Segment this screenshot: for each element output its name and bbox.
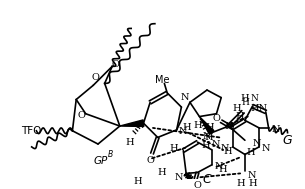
Text: O: O bbox=[146, 156, 154, 165]
Text: H: H bbox=[193, 121, 202, 130]
Text: H: H bbox=[219, 165, 228, 174]
Text: O: O bbox=[194, 181, 201, 189]
Text: H: H bbox=[248, 179, 257, 188]
Text: O: O bbox=[91, 73, 99, 82]
Text: H: H bbox=[232, 105, 241, 113]
Text: H: H bbox=[237, 179, 246, 188]
Text: N: N bbox=[248, 171, 256, 180]
Text: H: H bbox=[183, 123, 192, 132]
Text: H: H bbox=[206, 123, 214, 132]
Polygon shape bbox=[120, 120, 144, 126]
Text: H: H bbox=[241, 98, 249, 107]
Text: H: H bbox=[224, 122, 233, 131]
Text: O: O bbox=[111, 60, 119, 69]
Text: H: H bbox=[170, 144, 178, 153]
Text: HN: HN bbox=[251, 105, 268, 113]
Text: H: H bbox=[125, 138, 134, 147]
Text: N: N bbox=[214, 162, 223, 171]
Text: N: N bbox=[211, 140, 220, 149]
Text: TFO: TFO bbox=[21, 126, 41, 136]
Text: N: N bbox=[221, 144, 229, 153]
Text: N: N bbox=[203, 132, 211, 141]
Text: N: N bbox=[253, 139, 261, 148]
Text: N: N bbox=[135, 121, 144, 130]
Text: O: O bbox=[213, 114, 221, 123]
Text: C: C bbox=[202, 173, 211, 186]
Text: H: H bbox=[224, 147, 232, 156]
Text: N: N bbox=[272, 125, 280, 134]
Text: N: N bbox=[181, 93, 189, 102]
Text: H: H bbox=[134, 177, 142, 187]
Text: Me: Me bbox=[155, 75, 170, 85]
Polygon shape bbox=[199, 117, 214, 134]
Text: B: B bbox=[107, 150, 113, 159]
Text: H: H bbox=[205, 133, 213, 142]
Text: H: H bbox=[236, 112, 245, 121]
Text: G: G bbox=[283, 134, 292, 147]
Text: N: N bbox=[178, 127, 187, 136]
Text: H: H bbox=[246, 148, 255, 157]
Text: N: N bbox=[250, 94, 258, 103]
Text: O: O bbox=[78, 111, 86, 120]
Text: N: N bbox=[261, 144, 270, 153]
Text: H: H bbox=[241, 94, 249, 103]
Text: H: H bbox=[157, 168, 166, 177]
Text: GP: GP bbox=[93, 156, 108, 166]
Text: H: H bbox=[202, 141, 210, 150]
Text: N: N bbox=[174, 173, 183, 182]
